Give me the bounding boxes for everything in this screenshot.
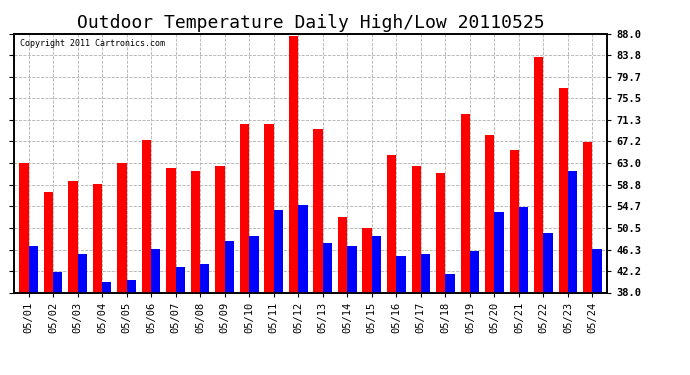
Bar (396, 256, 406, 292)
Bar (102, 282, 111, 292)
Bar (92, 184, 102, 292)
Bar (166, 168, 176, 292)
Bar (362, 228, 372, 292)
Bar (338, 217, 347, 292)
Text: Copyright 2011 Cartronics.com: Copyright 2011 Cartronics.com (20, 39, 165, 48)
Bar (142, 140, 151, 292)
Bar (289, 36, 298, 292)
Bar (495, 212, 504, 292)
Bar (323, 243, 332, 292)
Bar (519, 207, 529, 292)
Bar (411, 166, 421, 292)
Bar (53, 272, 62, 292)
Bar (445, 274, 455, 292)
Bar (43, 192, 53, 292)
Bar (534, 57, 544, 292)
Title: Outdoor Temperature Daily High/Low 20110525: Outdoor Temperature Daily High/Low 20110… (77, 14, 544, 32)
Bar (347, 246, 357, 292)
Bar (117, 163, 126, 292)
Bar (568, 171, 578, 292)
Bar (77, 254, 87, 292)
Bar (191, 171, 200, 292)
Bar (176, 267, 185, 292)
Bar (225, 241, 234, 292)
Bar (68, 181, 77, 292)
Bar (151, 249, 161, 292)
Bar (544, 233, 553, 292)
Bar (421, 254, 430, 292)
Bar (298, 204, 308, 292)
Bar (372, 236, 381, 292)
Bar (264, 124, 274, 292)
Bar (274, 210, 283, 292)
Bar (593, 249, 602, 292)
Bar (436, 174, 445, 292)
Bar (460, 114, 470, 292)
Bar (28, 246, 38, 292)
Bar (510, 150, 519, 292)
Bar (470, 251, 479, 292)
Bar (583, 142, 593, 292)
Bar (200, 264, 210, 292)
Bar (19, 163, 28, 292)
Bar (559, 88, 568, 292)
Bar (126, 280, 136, 292)
Bar (313, 129, 323, 292)
Bar (240, 124, 249, 292)
Bar (215, 166, 225, 292)
Bar (387, 155, 396, 292)
Bar (485, 135, 495, 292)
Bar (249, 236, 259, 292)
